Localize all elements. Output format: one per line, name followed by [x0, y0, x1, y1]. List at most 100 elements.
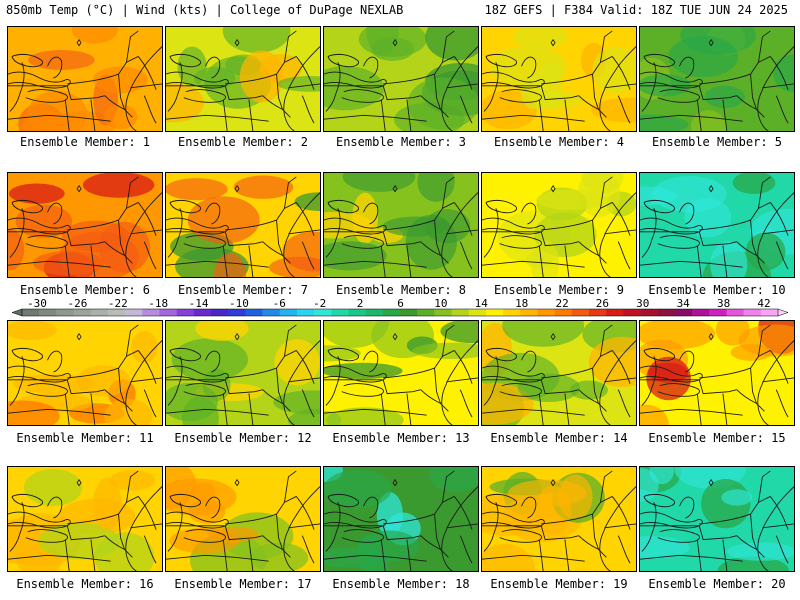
ensemble-member-label: Ensemble Member: 2 [177, 135, 309, 149]
ensemble-member-label: Ensemble Member: 11 [16, 431, 154, 445]
colorbar-segment [692, 309, 710, 316]
state-border [301, 95, 315, 124]
location-marker-icon [76, 333, 82, 341]
state-border [64, 245, 70, 277]
state-border [118, 514, 125, 550]
state-border [442, 30, 455, 63]
state-border [130, 83, 162, 89]
temperature-contour-region [250, 542, 309, 571]
state-border [538, 539, 544, 571]
coastline [283, 340, 320, 425]
temperature-contour-region [8, 321, 57, 341]
temperature-contour-region [745, 232, 786, 271]
colorbar-segment [193, 309, 212, 316]
temperature-colorbar: -30 -26 -22 -18 -14 -10 -6 -2 2 6 10 14 18 22 26 30 34 38… [0, 297, 800, 319]
state-border [284, 30, 297, 63]
state-border [722, 99, 728, 131]
location-marker-icon [76, 185, 82, 193]
temperature-contour-region [726, 542, 794, 561]
map-outlines [640, 470, 794, 571]
state-border [750, 74, 757, 110]
coastline [757, 46, 794, 131]
great-lake-outline [640, 365, 703, 383]
colorbar-tick-label: 30 [636, 297, 649, 310]
great-lake-outline [167, 62, 183, 112]
great-lake-outline [485, 53, 517, 68]
temperature-field-map [8, 321, 162, 425]
state-border [284, 470, 297, 503]
temperature-contour-region [187, 196, 260, 244]
state-border [604, 229, 636, 235]
state-border [434, 74, 441, 110]
temperature-contour-region [424, 209, 471, 244]
state-border [775, 535, 789, 564]
colorbar-segment [657, 309, 676, 316]
state-border [166, 260, 269, 268]
colorbar-segment [176, 309, 195, 316]
colorbar-segment [417, 309, 435, 316]
great-lake-outline [499, 529, 542, 543]
state-border [604, 83, 636, 89]
temperature-contour-region [668, 35, 739, 78]
state-border [166, 525, 263, 541]
great-lake-outline [324, 365, 387, 383]
state-border [617, 389, 631, 418]
state-border [482, 231, 579, 247]
colorbar-tick-label: 38 [717, 297, 730, 310]
state-border [324, 525, 421, 541]
great-lake-outline [167, 502, 183, 552]
state-border [758, 470, 771, 503]
colorbar-tick-label: -22 [108, 297, 128, 310]
colorbar-tick-label: 14 [475, 297, 489, 310]
state-border [459, 389, 473, 418]
ensemble-member-label: Ensemble Member: 3 [335, 135, 467, 149]
state-border [600, 324, 613, 357]
ensemble-map-panel [639, 320, 795, 426]
location-marker-icon [708, 479, 714, 487]
great-lake-outline [482, 71, 545, 89]
temperature-contour-region [704, 85, 745, 109]
colorbar-segment [39, 309, 57, 316]
state-border [284, 324, 297, 357]
great-lake-outline [341, 529, 384, 543]
temperature-contour-region [517, 373, 581, 403]
state-border [126, 470, 139, 503]
state-border [600, 176, 613, 209]
great-lake-outline [325, 62, 341, 112]
temperature-contour-region [109, 469, 156, 491]
state-border [696, 393, 702, 425]
ensemble-map-panel [481, 320, 637, 426]
great-lake-outline [47, 202, 63, 225]
state-border [482, 408, 585, 416]
state-border [538, 99, 544, 131]
ensemble-map-panel [481, 466, 637, 572]
state-border [90, 99, 96, 131]
state-border [67, 56, 139, 85]
temperature-field-map [324, 467, 478, 571]
great-lake-outline [657, 529, 700, 543]
map-outlines [640, 176, 794, 277]
temperature-contour-region [131, 331, 158, 364]
state-border [90, 393, 96, 425]
state-border [143, 535, 157, 564]
great-lake-outline [167, 208, 183, 258]
temperature-contour-region [71, 27, 118, 44]
temperature-contour-region [93, 477, 122, 530]
great-lake-outline [657, 235, 700, 249]
great-lake-outline [9, 62, 25, 112]
great-lake-outline [679, 56, 695, 79]
colorbar-segment [159, 309, 177, 316]
temperature-field-map [482, 467, 636, 571]
state-border [301, 241, 315, 270]
temperature-contour-region [222, 27, 291, 53]
state-border [324, 408, 427, 416]
great-lake-outline [325, 502, 341, 552]
location-marker-icon [234, 333, 240, 341]
state-border [434, 368, 441, 404]
state-border [166, 231, 263, 247]
great-lake-outline [205, 350, 221, 373]
state-border [600, 470, 613, 503]
great-lake-outline [183, 235, 226, 249]
coastline [125, 46, 162, 131]
state-border [248, 393, 254, 425]
